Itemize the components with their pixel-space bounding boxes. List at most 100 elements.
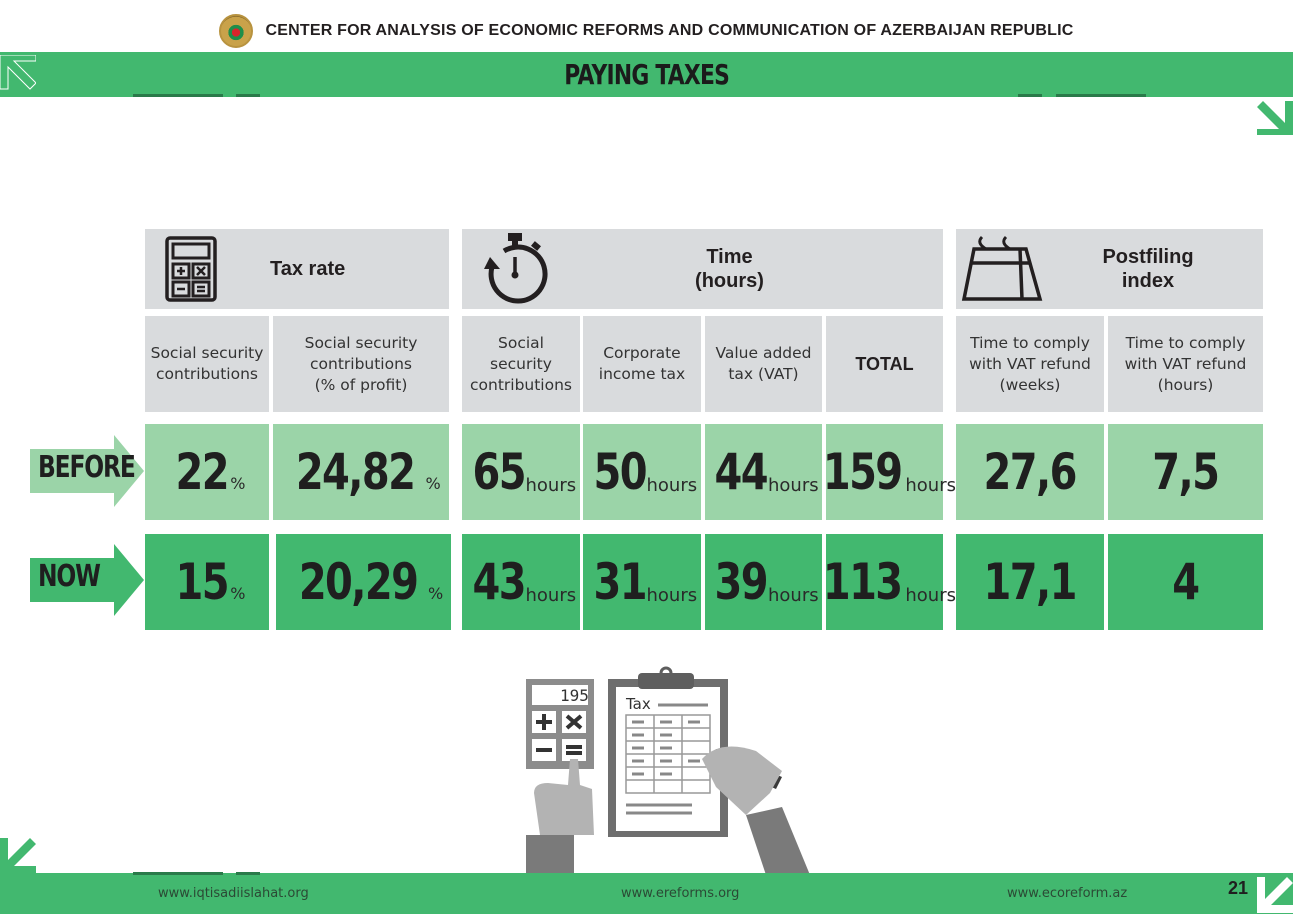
cell-before-cit-hours: 50 hours	[583, 424, 701, 520]
value: 31	[593, 553, 647, 611]
value: 39	[714, 553, 769, 611]
cell-before-vat-refund-hours: 7,5	[1108, 424, 1263, 520]
unit: hours	[525, 584, 577, 606]
cell-now-vat-weeks: 17,1	[956, 534, 1104, 630]
group-label-line: (hours)	[695, 270, 764, 292]
organization-name: CENTER FOR ANALYSIS OF ECONOMIC REFORMS …	[265, 22, 1074, 39]
cell-now-vat-hours: 39 hours	[705, 534, 822, 630]
band-line	[1056, 94, 1146, 97]
column-header: Social security contributions	[145, 316, 269, 412]
value: 20,29	[298, 553, 419, 611]
footer-band	[0, 873, 1293, 914]
column-header-line: (hours)	[1157, 375, 1214, 394]
cell-now-cit-hours: 31 hours	[583, 534, 701, 630]
corner-arrow-icon	[1257, 101, 1293, 135]
column-header-line: contributions	[309, 354, 412, 373]
title-band-right	[1253, 52, 1293, 97]
cell-before-ssc-hours: 65 hours	[462, 424, 580, 520]
value: 159	[822, 443, 903, 501]
unit: hours	[525, 474, 577, 496]
unit: hours	[767, 584, 819, 606]
value: 43	[472, 553, 526, 611]
cell-now-total-hours: 113 hours	[822, 534, 956, 630]
column-header-line: TOTAL	[855, 353, 914, 374]
column-header-line: with VAT refund	[1124, 354, 1247, 373]
column-header: Corporate income tax	[583, 316, 701, 412]
calculator-icon	[165, 236, 217, 302]
cell-before-ssc: 22%	[145, 424, 269, 520]
column-header-line: Social security	[304, 333, 418, 352]
unit: hours	[767, 474, 819, 496]
column-header-line: contributions	[469, 375, 572, 394]
cell-now-vat-refund-hours: 4	[1108, 534, 1263, 630]
band-line	[133, 872, 223, 875]
column-header-line: (weeks)	[999, 375, 1061, 394]
page-title: PAYING TAXES	[564, 58, 730, 91]
corner-arrow-icon	[0, 838, 36, 874]
column-header-line: Corporate	[603, 344, 681, 362]
form-label: Tax	[625, 695, 651, 713]
organization-header: CENTER FOR ANALYSIS OF ECONOMIC REFORMS …	[0, 12, 1293, 50]
cell-before-total-hours: 159 hours	[822, 424, 956, 520]
band-line	[236, 94, 260, 97]
column-header-line: (% of profit)	[314, 375, 408, 394]
cell-now-ssc-profit: 20,29%	[276, 534, 451, 630]
calendar-icon	[961, 235, 1043, 301]
cell-before-vat-hours: 44 hours	[705, 424, 822, 520]
group-label-line: Postfiling	[1102, 246, 1194, 268]
value: 113	[822, 553, 903, 611]
unit: %	[425, 473, 441, 493]
column-header-line: Value added	[715, 344, 812, 362]
group-label: Tax rate	[270, 258, 346, 280]
column-header: Social security contributions	[462, 316, 580, 412]
value: 22	[175, 443, 229, 501]
group-label-line: index	[1121, 270, 1175, 292]
row-arrow-now	[30, 544, 144, 616]
corner-arrow-icon	[1257, 877, 1293, 913]
column-header-line: income tax	[598, 365, 686, 383]
value: 65	[472, 443, 526, 501]
stopwatch-icon	[484, 233, 548, 304]
value: 27,6	[983, 443, 1078, 501]
cell-before-ssc-profit: 24,82%	[273, 424, 449, 520]
group-label: Time (hours)	[462, 245, 997, 293]
cell-now-ssc-hours: 43 hours	[462, 534, 580, 630]
unit: %	[427, 583, 444, 603]
column-header: Time to comply with VAT refund (hours)	[1108, 316, 1263, 412]
row-label-before: BEFORE	[38, 450, 136, 485]
page-number: 21	[1228, 878, 1249, 898]
band-line	[1018, 94, 1042, 97]
unit: hours	[905, 584, 956, 606]
footer-link-center[interactable]: www.ereforms.org	[621, 886, 740, 901]
unit: %	[230, 473, 246, 493]
group-header-tax-rate: Tax rate	[145, 229, 449, 309]
column-header: Social security contributions (% of profit…	[273, 316, 449, 412]
unit: %	[230, 583, 246, 603]
column-header-line: Time to comply	[970, 333, 1090, 352]
value: 7,5	[1152, 443, 1220, 501]
value: 17,1	[983, 553, 1078, 611]
footer-link-left[interactable]: www.iqtisadiislahat.org	[158, 886, 309, 901]
calculator-display: 195	[560, 686, 589, 705]
value: 24,82	[296, 443, 416, 501]
value: 50	[593, 443, 647, 501]
cell-before-vat-weeks: 27,6	[956, 424, 1104, 520]
row-label-now: NOW	[38, 559, 101, 594]
cell-now-ssc: 15%	[145, 534, 269, 630]
band-line	[133, 94, 223, 97]
column-header: Time to comply with VAT refund (weeks)	[956, 316, 1104, 412]
unit: hours	[905, 474, 956, 496]
column-header-line: contributions	[155, 365, 258, 383]
footer-link-right[interactable]: www.ecoreform.az	[1007, 886, 1128, 901]
column-header-total: TOTAL	[826, 316, 943, 412]
value: 15	[175, 553, 229, 611]
title-band: PAYING TAXES	[38, 52, 1255, 97]
corner-arrow-icon	[0, 55, 36, 90]
group-header-postfiling: Postfiling index	[956, 229, 1263, 309]
tax-illustration: 195 Tax	[526, 666, 810, 875]
column-header: Value added tax (VAT)	[705, 316, 822, 412]
column-header-line: with VAT refund	[969, 354, 1091, 373]
group-label: Postfiling index	[1070, 245, 1226, 293]
emblem-icon	[219, 14, 254, 48]
group-header-time: Time (hours)	[462, 229, 943, 309]
